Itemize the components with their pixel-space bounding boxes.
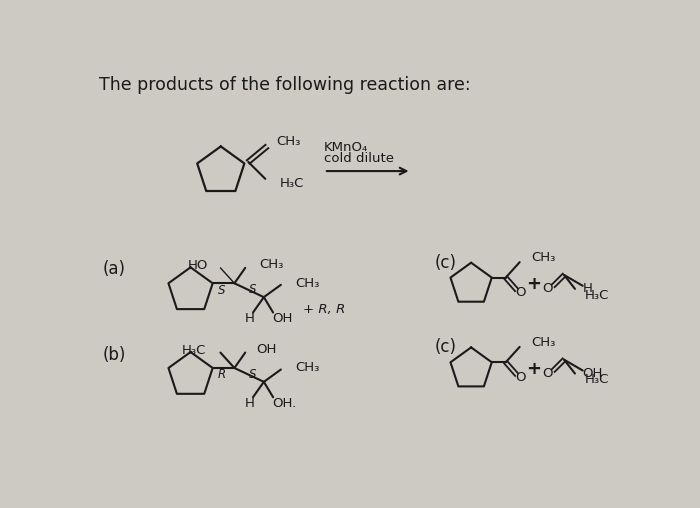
- Text: O: O: [515, 287, 526, 300]
- Text: KMnO₄: KMnO₄: [324, 141, 368, 154]
- Text: (b): (b): [103, 346, 127, 364]
- Text: CH₃: CH₃: [276, 136, 300, 148]
- Text: + R, R: + R, R: [302, 303, 345, 316]
- Text: S: S: [249, 283, 257, 296]
- Text: CH₃: CH₃: [295, 277, 319, 290]
- Text: OH.: OH.: [272, 397, 296, 410]
- Text: (a): (a): [103, 260, 126, 278]
- Text: R: R: [218, 368, 226, 382]
- Text: CH₃: CH₃: [259, 258, 284, 271]
- Text: S: S: [249, 368, 257, 380]
- Text: OH: OH: [582, 367, 602, 380]
- Text: (c): (c): [435, 338, 456, 357]
- Text: H₃C: H₃C: [584, 289, 609, 302]
- Text: H₃C: H₃C: [584, 373, 609, 386]
- Text: +: +: [526, 360, 540, 378]
- Text: H: H: [583, 282, 593, 295]
- Text: H: H: [245, 397, 255, 410]
- Text: +: +: [526, 275, 540, 293]
- Text: CH₃: CH₃: [295, 362, 319, 374]
- Text: O: O: [515, 371, 526, 384]
- Text: The products of the following reaction are:: The products of the following reaction a…: [99, 76, 470, 94]
- Text: H₃C: H₃C: [279, 177, 304, 190]
- Text: HO: HO: [188, 259, 208, 272]
- Text: H₃C: H₃C: [182, 344, 206, 357]
- Text: (c): (c): [435, 253, 456, 272]
- Text: cold dilute: cold dilute: [324, 152, 394, 165]
- Text: O: O: [542, 367, 552, 380]
- Text: CH₃: CH₃: [531, 336, 556, 349]
- Text: O: O: [542, 282, 552, 295]
- Text: OH: OH: [256, 343, 276, 356]
- Text: H: H: [245, 312, 255, 325]
- Text: OH: OH: [272, 312, 293, 325]
- Text: S: S: [218, 283, 225, 297]
- Text: CH₃: CH₃: [531, 251, 556, 264]
